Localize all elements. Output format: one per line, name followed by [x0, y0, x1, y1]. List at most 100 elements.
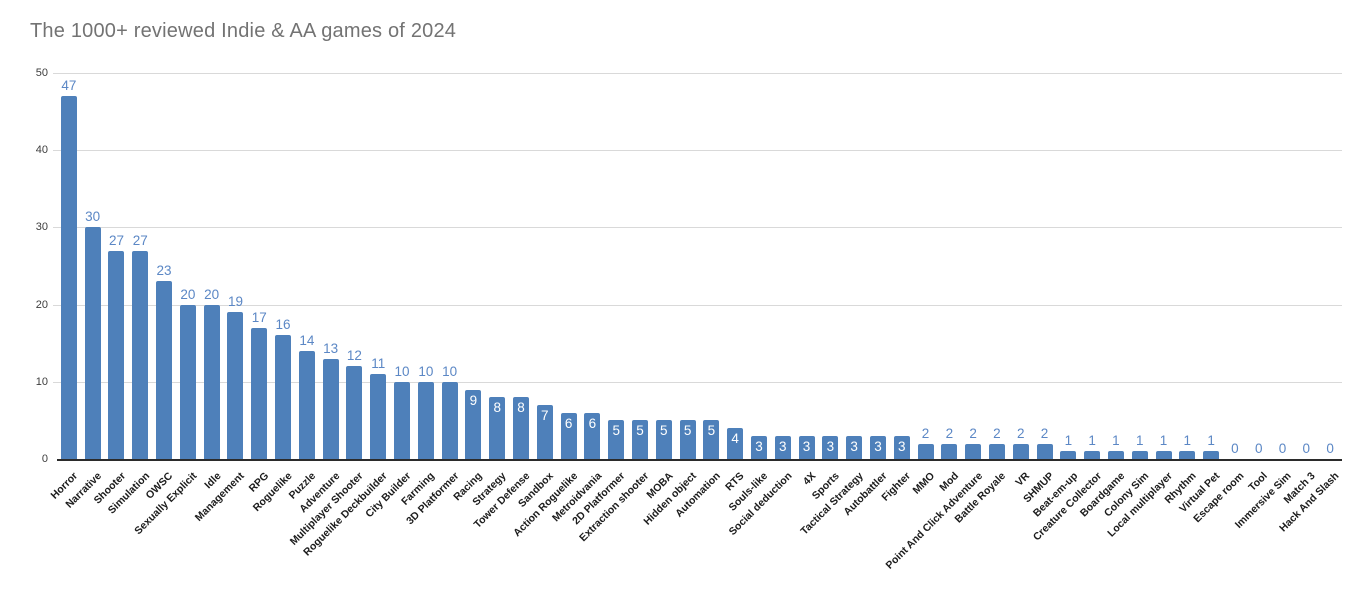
bar-column: 3	[890, 73, 914, 459]
bar-column: 0	[1223, 73, 1247, 459]
x-axis: Horror Narrative Shooter Simulation OWSC Sexu…	[49, 464, 1342, 600]
bar	[679, 420, 696, 459]
bar-value-label: 1	[1159, 433, 1168, 449]
y-axis-tick-label: 40	[35, 144, 48, 157]
bar-column: 4	[723, 73, 747, 459]
bar	[251, 327, 268, 459]
bar	[394, 381, 411, 459]
bar-value-label: 2	[969, 425, 977, 441]
bar-value-label: 27	[132, 232, 148, 248]
bar	[84, 227, 101, 459]
bar-value-label: 2	[1016, 425, 1025, 441]
bar	[869, 435, 886, 459]
bar-value-label: 5	[612, 423, 620, 439]
bar-column: 6	[581, 73, 605, 459]
bar	[655, 420, 672, 459]
y-axis-tick-label: 0	[41, 453, 48, 465]
bar-column: 1	[1128, 73, 1152, 459]
bar	[227, 312, 244, 459]
bar-column: 0	[1294, 73, 1318, 459]
bar-column: 2	[961, 73, 985, 459]
bar-column: 3	[842, 73, 866, 459]
bar-column: 47	[57, 73, 81, 459]
bar	[584, 412, 601, 459]
bar	[132, 250, 149, 459]
bar	[108, 250, 125, 459]
bar	[798, 435, 815, 459]
bar-column: 1	[1080, 73, 1104, 459]
bar	[608, 420, 625, 459]
bar-value-label: 1	[1088, 433, 1096, 449]
bar-value-label: 23	[156, 263, 172, 279]
bar-column: 3	[818, 73, 842, 459]
bar	[632, 420, 648, 459]
gridline	[53, 304, 1342, 306]
bar	[727, 428, 744, 459]
bar-value-label: 20	[180, 286, 196, 302]
bar-value-label: 8	[493, 400, 501, 416]
bar-value-label: 1	[1064, 433, 1073, 449]
bar-column: 27	[128, 73, 152, 459]
y-axis-tick-label: 10	[35, 375, 48, 388]
bar	[988, 443, 1005, 459]
bar-column: 8	[509, 73, 533, 459]
bar-value-label: 47	[61, 78, 77, 94]
x-axis-label-text: 4X	[800, 470, 819, 488]
bar-column: 2	[985, 73, 1009, 459]
bar	[703, 420, 720, 459]
bar-value-label: 20	[204, 286, 220, 302]
bar	[1012, 443, 1029, 459]
bar-column: 1	[1152, 73, 1176, 459]
bar-column: 16	[271, 73, 295, 459]
gridlines	[53, 73, 1342, 459]
bar-value-label: 3	[826, 438, 835, 454]
bar	[298, 350, 315, 459]
bar-value-label: 0	[1302, 441, 1311, 456]
gridline	[53, 227, 1342, 229]
bar-column: 20	[200, 73, 224, 459]
y-axis: 0 10 20 30 40 50	[0, 67, 48, 465]
bar-column: 3	[771, 73, 795, 459]
bar-column: 7	[533, 73, 557, 459]
bar-column: 5	[628, 73, 652, 459]
bar-column: 27	[105, 73, 129, 459]
bar	[1131, 451, 1148, 459]
bar-column: 10	[414, 73, 438, 459]
bar-column: 20	[176, 73, 200, 459]
bar-value-label: 1	[1112, 433, 1120, 449]
bar-column: 0	[1318, 73, 1342, 459]
bar	[465, 389, 482, 459]
gridline	[53, 73, 1342, 74]
bar-column: 17	[247, 73, 271, 459]
bar-value-label: 3	[779, 438, 787, 454]
bar-column: 5	[700, 73, 724, 459]
bar-value-label: 2	[921, 425, 930, 441]
bar	[1203, 451, 1220, 459]
bar	[917, 443, 934, 459]
bar-value-label: 3	[850, 438, 858, 454]
bar	[846, 435, 863, 459]
plot-area: 47 30 27 27 23 20 20 19 17 16 14 13 12 11 10 10 10 9 8 8 7 6 6…	[53, 73, 1342, 461]
bar-column: 0	[1247, 73, 1271, 459]
bar-value-label: 8	[517, 400, 525, 416]
bar-value-label: 1	[1135, 433, 1144, 449]
bar	[489, 397, 506, 459]
bar-value-label: 0	[1278, 441, 1287, 456]
gridline	[53, 381, 1342, 383]
bar-series: 47 30 27 27 23 20 20 19 17 16 14 13 12 11 10 10 10 9 8 8 7 6 6…	[57, 73, 1342, 459]
bar-value-label: 16	[275, 317, 291, 333]
bar-value-label: 9	[469, 392, 478, 408]
bar	[893, 435, 910, 459]
bar	[822, 435, 839, 459]
bar-value-label: 5	[683, 423, 692, 439]
bar-value-label: 17	[251, 309, 267, 325]
bar-column: 5	[652, 73, 676, 459]
bar-value-label: 3	[755, 438, 763, 454]
bar-value-label: 11	[371, 356, 386, 372]
gridline	[53, 150, 1342, 152]
bar-column: 13	[319, 73, 343, 459]
bar-value-label: 10	[442, 363, 458, 379]
bar-value-label: 3	[802, 438, 811, 454]
bar-value-label: 0	[1326, 441, 1334, 456]
